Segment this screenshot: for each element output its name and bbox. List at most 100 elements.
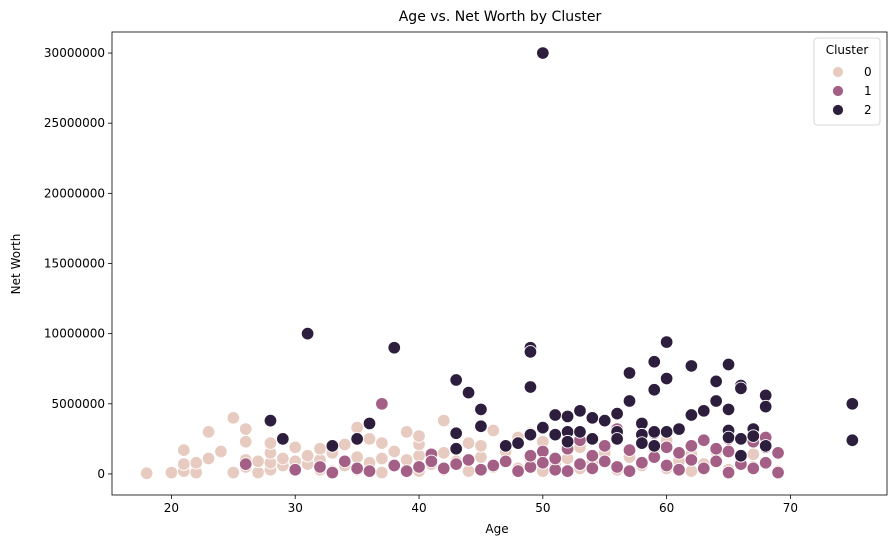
point-cluster-2-64: [758, 439, 773, 453]
point-cluster-2-33: [610, 432, 624, 446]
point-cluster-2-61: [746, 429, 761, 443]
legend: Cluster 0 1 2: [813, 37, 881, 126]
point-cluster-0-21: [263, 436, 278, 450]
point-cluster-2-25: [560, 434, 575, 449]
point-cluster-1-17: [486, 458, 501, 473]
point-cluster-2-31: [610, 406, 624, 421]
point-cluster-1-36: [622, 443, 637, 457]
point-cluster-1-44: [672, 462, 686, 477]
point-cluster-0-4: [177, 443, 191, 457]
point-cluster-0-1: [164, 465, 179, 480]
point-cluster-1-49: [697, 461, 711, 476]
point-cluster-1-41: [647, 450, 662, 464]
point-cluster-2-0: [263, 413, 278, 428]
point-cluster-1-52: [721, 444, 736, 459]
point-cluster-2-63: [758, 399, 773, 414]
point-cluster-2-9: [449, 441, 463, 456]
point-cluster-2-8: [449, 426, 463, 441]
point-cluster-1-45: [672, 446, 686, 460]
point-cluster-2-4: [350, 432, 364, 446]
point-cluster-1-53: [721, 465, 736, 480]
point-cluster-1-2: [313, 460, 327, 474]
point-cluster-0-14: [238, 434, 253, 449]
point-cluster-0-35: [337, 437, 352, 452]
point-cluster-2-22: [548, 427, 562, 442]
point-cluster-2-59: [734, 448, 748, 463]
y-tick-label-2: 10000000: [44, 327, 105, 341]
point-cluster-1-42: [659, 458, 674, 473]
y-axis: 0 5000000 10000000 15000000 20000000 25000000…: [44, 46, 112, 481]
point-cluster-2-48: [684, 408, 699, 422]
point-cluster-1-46: [684, 453, 699, 467]
point-cluster-2-28: [585, 411, 600, 425]
point-cluster-0-54: [437, 446, 451, 460]
point-cluster-2-44: [659, 371, 674, 386]
point-cluster-2-50: [709, 374, 723, 389]
point-cluster-2-11: [474, 402, 488, 417]
point-cluster-2-40: [647, 383, 662, 397]
point-cluster-2-29: [585, 432, 600, 446]
point-cluster-1-47: [684, 439, 699, 453]
point-cluster-0-11: [226, 411, 241, 425]
x-axis-label: Age: [485, 522, 508, 536]
point-cluster-2-13: [498, 439, 513, 453]
point-cluster-1-62: [771, 446, 785, 460]
point-cluster-1-31: [585, 448, 600, 463]
point-cluster-2-45: [659, 425, 674, 439]
point-cluster-2-53: [721, 402, 736, 417]
point-cluster-0-15: [238, 422, 253, 436]
point-cluster-0-7: [201, 451, 216, 466]
point-cluster-1-7: [375, 397, 389, 411]
point-cluster-1-10: [412, 460, 426, 474]
point-cluster-2-23: [560, 409, 575, 424]
point-cluster-2-26: [573, 404, 587, 418]
chart-title: Age vs. Net Worth by Cluster: [399, 9, 602, 25]
point-cluster-1-20: [523, 460, 538, 474]
legend-label-1: 1: [864, 84, 872, 98]
legend-label-0: 0: [864, 65, 872, 79]
point-cluster-1-12: [424, 454, 439, 469]
point-cluster-0-59: [474, 450, 488, 464]
point-cluster-2-5: [362, 416, 377, 431]
point-cluster-2-39: [647, 354, 662, 369]
legend-title: Cluster: [826, 43, 869, 57]
point-cluster-2-16: [523, 345, 538, 359]
y-axis-label: Net Worth: [9, 234, 23, 295]
point-cluster-2-62: [758, 388, 773, 403]
point-cluster-1-28: [573, 457, 587, 471]
y-tick-label-3: 15000000: [44, 257, 105, 271]
point-cluster-0-61: [486, 423, 501, 438]
point-cluster-0-40: [362, 432, 377, 446]
point-cluster-1-63: [771, 465, 785, 480]
point-cluster-0-58: [461, 436, 476, 450]
point-cluster-1-6: [362, 464, 377, 478]
point-cluster-0-84: [684, 464, 699, 478]
point-cluster-0-26: [288, 440, 302, 455]
point-cluster-0-90: [746, 447, 761, 462]
point-cluster-1-9: [399, 464, 414, 478]
point-cluster-1-48: [697, 433, 711, 448]
point-cluster-0-0: [139, 466, 154, 481]
point-cluster-2-10: [461, 385, 476, 400]
point-cluster-1-15: [461, 453, 476, 467]
point-cluster-2-51: [709, 394, 723, 408]
point-cluster-1-33: [597, 439, 612, 453]
point-cluster-2-55: [721, 430, 736, 445]
point-cluster-2-12: [474, 419, 488, 434]
point-cluster-0-43: [375, 436, 389, 450]
point-cluster-2-18: [523, 427, 538, 442]
point-cluster-1-25: [548, 451, 562, 466]
y-tick-label-0: 0: [97, 467, 105, 481]
point-cluster-1-43: [659, 440, 674, 455]
point-cluster-1-37: [622, 464, 637, 478]
point-cluster-2-19: [536, 46, 550, 60]
point-cluster-1-16: [474, 462, 488, 477]
point-cluster-2-52: [721, 357, 736, 372]
point-cluster-2-7: [449, 373, 463, 387]
point-cluster-2-65: [845, 397, 860, 411]
point-cluster-0-47: [399, 425, 414, 439]
point-cluster-1-23: [536, 455, 550, 470]
point-cluster-2-27: [573, 425, 587, 439]
x-tick-label-4: 60: [659, 501, 674, 515]
